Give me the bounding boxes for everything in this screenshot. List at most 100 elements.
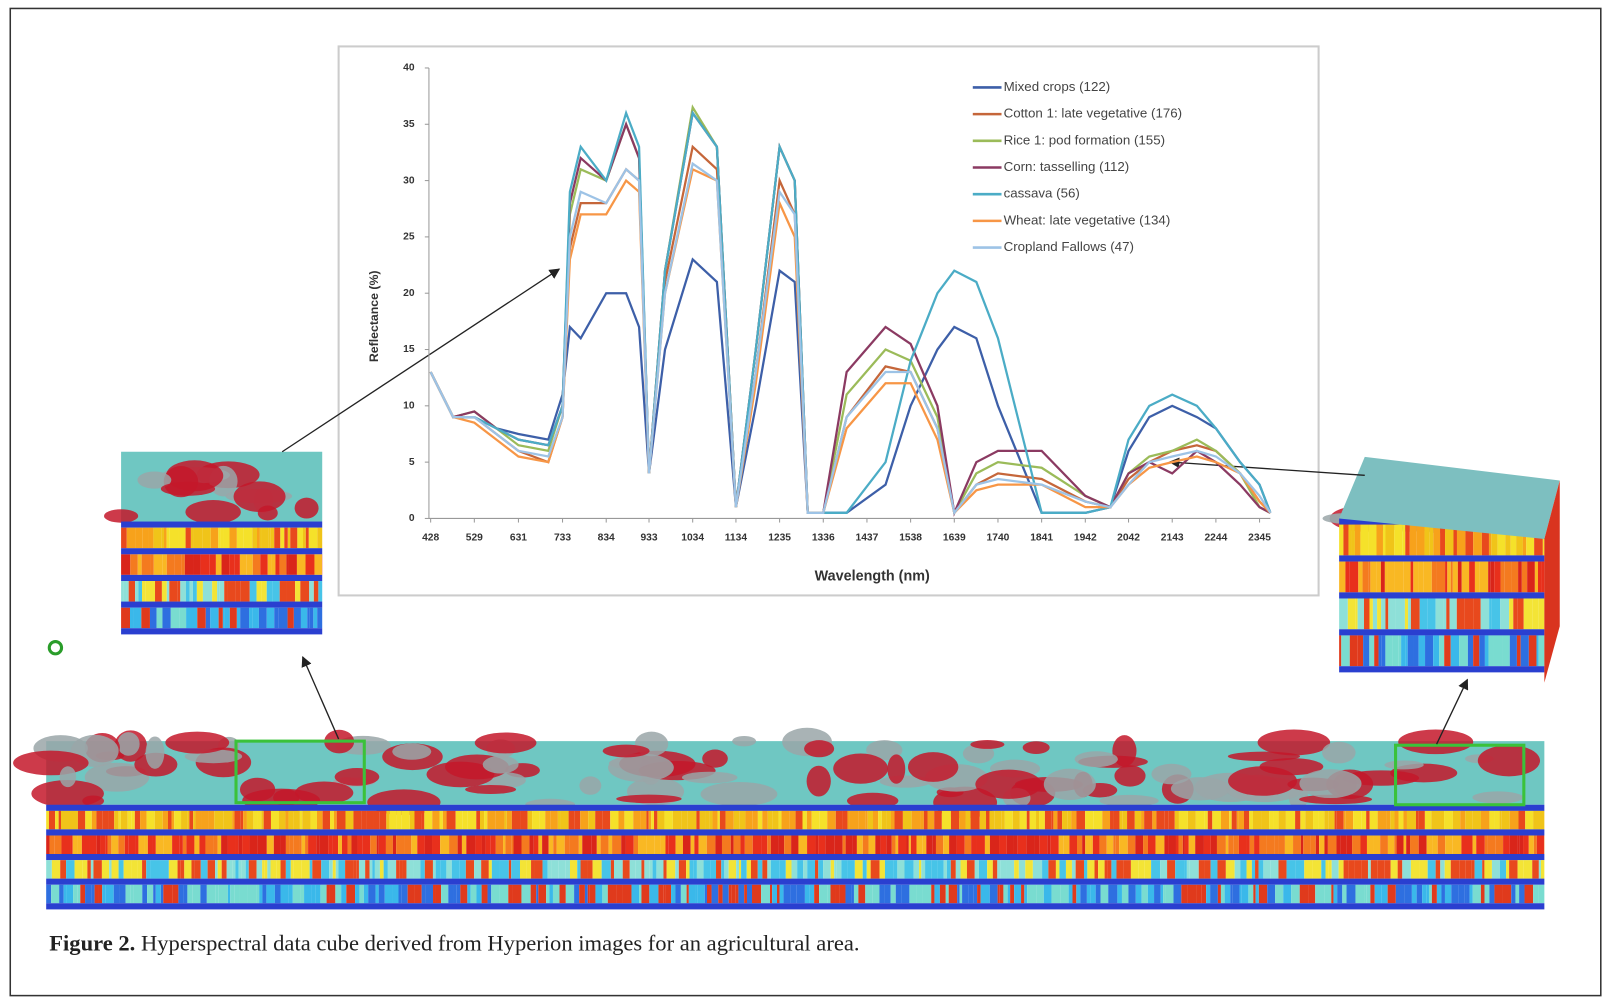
stripe	[825, 836, 834, 854]
stripe	[1394, 836, 1396, 854]
stripe	[1287, 860, 1296, 878]
stripe	[1358, 562, 1362, 593]
stripe	[46, 885, 51, 903]
stripe	[1324, 885, 1331, 903]
stripe	[1324, 836, 1327, 854]
image-patch	[807, 766, 831, 797]
stripe	[301, 860, 309, 878]
image-patch	[475, 732, 537, 753]
stripe	[55, 811, 58, 829]
image-patch	[970, 740, 1004, 749]
stripe	[449, 836, 458, 854]
stripe	[1523, 836, 1529, 854]
stripe	[314, 581, 319, 602]
stripe	[228, 836, 236, 854]
x-tick-label: 834	[598, 533, 615, 544]
stripe	[500, 860, 509, 878]
stripe	[919, 860, 921, 878]
stripe	[912, 811, 920, 829]
stripe	[1167, 860, 1175, 878]
stripe	[1239, 811, 1244, 829]
stripe	[275, 554, 279, 575]
stripe	[538, 836, 542, 854]
stripe	[1187, 860, 1190, 878]
stripe	[329, 885, 335, 903]
stripe	[197, 608, 206, 629]
stripe	[1188, 885, 1197, 903]
stripe	[1321, 860, 1325, 878]
stripe	[1033, 860, 1042, 878]
stripe	[1313, 811, 1318, 829]
stripe	[1433, 635, 1439, 666]
stripe	[724, 860, 728, 878]
stripe	[1217, 836, 1226, 854]
stripe	[146, 581, 155, 602]
stripe	[338, 836, 342, 854]
stripe	[404, 836, 411, 854]
image-patch	[335, 768, 380, 786]
stripe	[293, 811, 300, 829]
stripe	[143, 528, 149, 549]
stripe	[258, 836, 267, 854]
stripe	[1424, 525, 1429, 556]
stripe	[242, 836, 249, 854]
stripe	[1285, 836, 1293, 854]
stripe	[91, 885, 94, 903]
stripe	[1522, 562, 1527, 593]
stripe	[284, 528, 288, 549]
stripe	[566, 885, 574, 903]
stripe	[1283, 885, 1291, 903]
stripe	[588, 860, 593, 878]
stripe	[1410, 525, 1417, 556]
stripe	[630, 860, 635, 878]
stripe	[186, 608, 191, 629]
stripe	[1459, 885, 1464, 903]
band	[1339, 666, 1544, 672]
stripe	[1411, 598, 1420, 629]
stripe	[1027, 885, 1036, 903]
stripe	[1464, 836, 1473, 854]
stripe	[1076, 811, 1085, 829]
stripe	[310, 860, 313, 878]
stripe	[1093, 836, 1100, 854]
stripe	[593, 860, 602, 878]
stripe	[807, 811, 812, 829]
stripe	[167, 581, 169, 602]
stripe	[1391, 860, 1398, 878]
stripe	[732, 885, 736, 903]
stripe	[758, 811, 762, 829]
stripe	[1367, 885, 1371, 903]
stripe	[351, 836, 357, 854]
stripe	[863, 860, 867, 878]
stripe	[1204, 860, 1211, 878]
stripe	[646, 811, 648, 829]
stripe	[1473, 836, 1477, 854]
stripe	[921, 860, 925, 878]
stripe	[491, 885, 499, 903]
stripe	[1388, 885, 1396, 903]
stripe	[569, 811, 575, 829]
stripe	[646, 836, 654, 854]
stripe	[64, 885, 67, 903]
stripe	[1494, 885, 1503, 903]
stripe	[396, 836, 404, 854]
stripe	[171, 608, 179, 629]
stripe	[1324, 811, 1328, 829]
image-patch	[1384, 760, 1423, 769]
stripe	[979, 860, 987, 878]
image-patch	[185, 500, 241, 524]
stripe	[288, 608, 294, 629]
stripe	[1509, 860, 1517, 878]
stripe	[169, 581, 177, 602]
stripe	[602, 811, 610, 829]
stripe	[852, 836, 857, 854]
stripe	[601, 836, 609, 854]
stripe	[558, 860, 565, 878]
stripe	[1080, 885, 1087, 903]
stripe	[219, 608, 223, 629]
stripe	[1175, 860, 1184, 878]
stripe	[901, 885, 909, 903]
stripe	[286, 836, 289, 854]
stripe	[154, 554, 162, 575]
